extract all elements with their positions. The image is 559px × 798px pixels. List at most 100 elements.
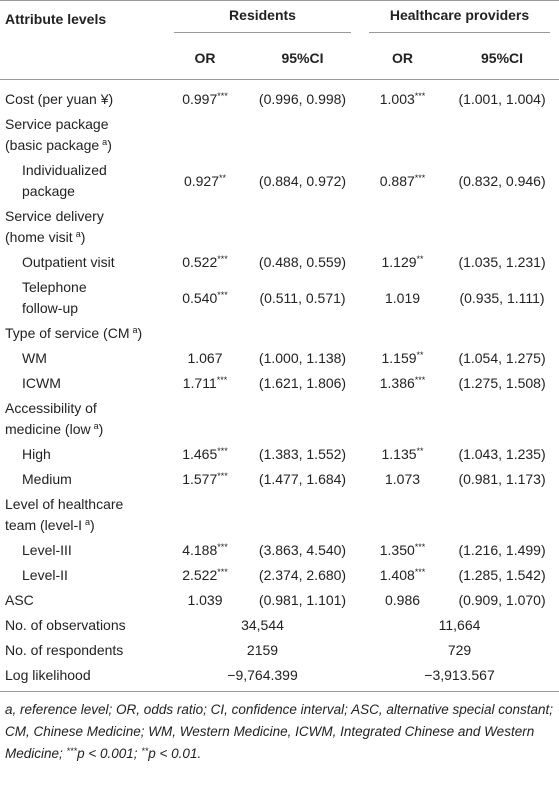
or-value: 1.408 — [379, 567, 415, 583]
row-label: Service package (basic package a) — [0, 112, 165, 158]
empty-cell — [165, 321, 245, 346]
label-line: High — [22, 446, 51, 462]
empty-cell — [165, 396, 245, 442]
confidence-interval: (1.477, 1.684) — [258, 471, 347, 487]
confidence-interval: (1.000, 1.138) — [258, 350, 347, 366]
column-header: OR — [165, 37, 245, 80]
label-line: (basic package a) — [5, 135, 160, 156]
group-label: Residents — [174, 5, 352, 33]
group-label: Healthcare providers — [369, 5, 551, 33]
odds-ratio: 1.350*** — [360, 538, 445, 563]
column-header: 95%CI — [245, 37, 361, 80]
odds-ratio: 1.067 — [165, 346, 245, 371]
empty-cell — [445, 204, 559, 250]
results-table: Attribute levels Residents Healthcare pr… — [0, 0, 559, 692]
column-header: OR — [360, 37, 446, 80]
table-body: Cost (per yuan ¥) 0.997*** (0.996, 0.998) 1… — [0, 80, 559, 692]
empty-cell — [245, 204, 360, 250]
significance: ** — [416, 350, 424, 360]
empty-cell — [165, 112, 245, 158]
empty-cell — [360, 321, 445, 346]
significance: *** — [217, 91, 228, 101]
label-text: ) — [80, 229, 86, 245]
label-line: Accessibility of — [5, 400, 97, 416]
confidence-interval: (1.275, 1.508) — [458, 375, 546, 391]
empty-cell — [360, 396, 445, 442]
or-value: 1.039 — [187, 592, 223, 608]
confidence-interval: (0.996, 0.998) — [258, 91, 347, 107]
confidence-interval: (0.884, 0.972) — [258, 172, 347, 189]
label-text: ) — [137, 325, 143, 341]
total-value: 34,544 — [241, 617, 284, 633]
label-line: Level-III — [22, 542, 72, 558]
or-value: 1.019 — [384, 289, 421, 306]
label-text: (basic package — [5, 137, 100, 153]
confidence-interval: (1.043, 1.235) — [458, 446, 546, 462]
row-label: WM — [0, 346, 165, 371]
confidence-interval: (1.383, 1.552) — [258, 446, 347, 462]
significance: *** — [414, 91, 426, 101]
significance: *** — [217, 289, 228, 300]
label-line: Log likelihood — [5, 667, 91, 683]
or-value: 0.986 — [384, 592, 421, 608]
table-row: ICWM 1.711*** (1.621, 1.806) 1.386*** (1.275… — [0, 371, 559, 396]
row-label: Outpatient visit — [0, 250, 165, 275]
header-cell — [0, 37, 165, 80]
or-value: 0.927 — [183, 172, 220, 189]
empty-cell — [245, 396, 360, 442]
confidence-interval: (1.035, 1.231) — [458, 254, 546, 270]
empty-cell — [165, 492, 245, 538]
total-value: 2159 — [246, 642, 279, 658]
column-header: 95%CI — [445, 37, 559, 80]
significance: *** — [217, 542, 228, 552]
significance: *** — [414, 542, 426, 552]
confidence-interval: (1.216, 1.499) — [458, 542, 546, 558]
table-row: WM 1.067 (1.000, 1.138) 1.159** (1.054, 1.27… — [0, 346, 559, 371]
significance: ** — [219, 172, 227, 183]
odds-ratio: 1.073 — [360, 467, 445, 492]
header-row: OR 95%CI OR 95%CI — [0, 37, 559, 80]
odds-ratio: 4.188*** — [165, 538, 245, 563]
or-value: 0.997 — [182, 91, 218, 107]
odds-ratio: 1.019 — [360, 275, 445, 321]
confidence-interval: (2.374, 2.680) — [258, 567, 347, 583]
footnote-p: p < 0.001; — [77, 746, 138, 761]
label-line: package — [22, 183, 75, 199]
or-value: 1.465 — [182, 446, 218, 462]
significance: *** — [414, 567, 426, 577]
odds-ratio: 2.522*** — [165, 563, 245, 588]
significance: *** — [217, 567, 228, 577]
significance: ** — [416, 254, 424, 264]
row-label: Level-III — [0, 538, 165, 563]
or-value: 1.067 — [187, 350, 223, 366]
confidence-interval: (1.054, 1.275) — [458, 350, 546, 366]
or-value: 1.577 — [182, 471, 218, 487]
significance: *** — [414, 172, 426, 183]
label-line: (home visit a) — [5, 227, 160, 248]
confidence-interval: (0.832, 0.946) — [458, 172, 546, 189]
label-line: Telephone — [22, 279, 87, 295]
or-value: 1.350 — [379, 542, 415, 558]
label-line: follow-up — [22, 300, 79, 316]
odds-ratio: 1.465*** — [165, 442, 245, 467]
table-row: Type of service (CM a) — [0, 321, 559, 346]
label-line: Service delivery — [5, 208, 104, 224]
footnote-stars: ** — [141, 746, 149, 756]
odds-ratio: 0.522*** — [165, 250, 245, 275]
total-value: 729 — [447, 642, 472, 658]
significance: *** — [216, 375, 228, 385]
label-line: medicine (low a) — [5, 419, 160, 440]
odds-ratio: 1.408*** — [360, 563, 445, 588]
confidence-interval: (0.981, 1.173) — [458, 471, 546, 487]
odds-ratio: 1.159** — [360, 346, 445, 371]
odds-ratio: 1.711*** — [165, 371, 245, 396]
row-label: No. of observations — [0, 613, 165, 638]
table-row: Level of healthcare team (level-I a) — [0, 492, 559, 538]
table-row: High 1.465*** (1.383, 1.552) 1.135** (1.043,… — [0, 442, 559, 467]
label-line: Medium — [22, 471, 72, 487]
label-line: No. of observations — [5, 617, 126, 633]
table-row: Service delivery (home visit a) — [0, 204, 559, 250]
group-header: Healthcare providers — [360, 1, 559, 38]
odds-ratio: 1.129** — [360, 250, 445, 275]
